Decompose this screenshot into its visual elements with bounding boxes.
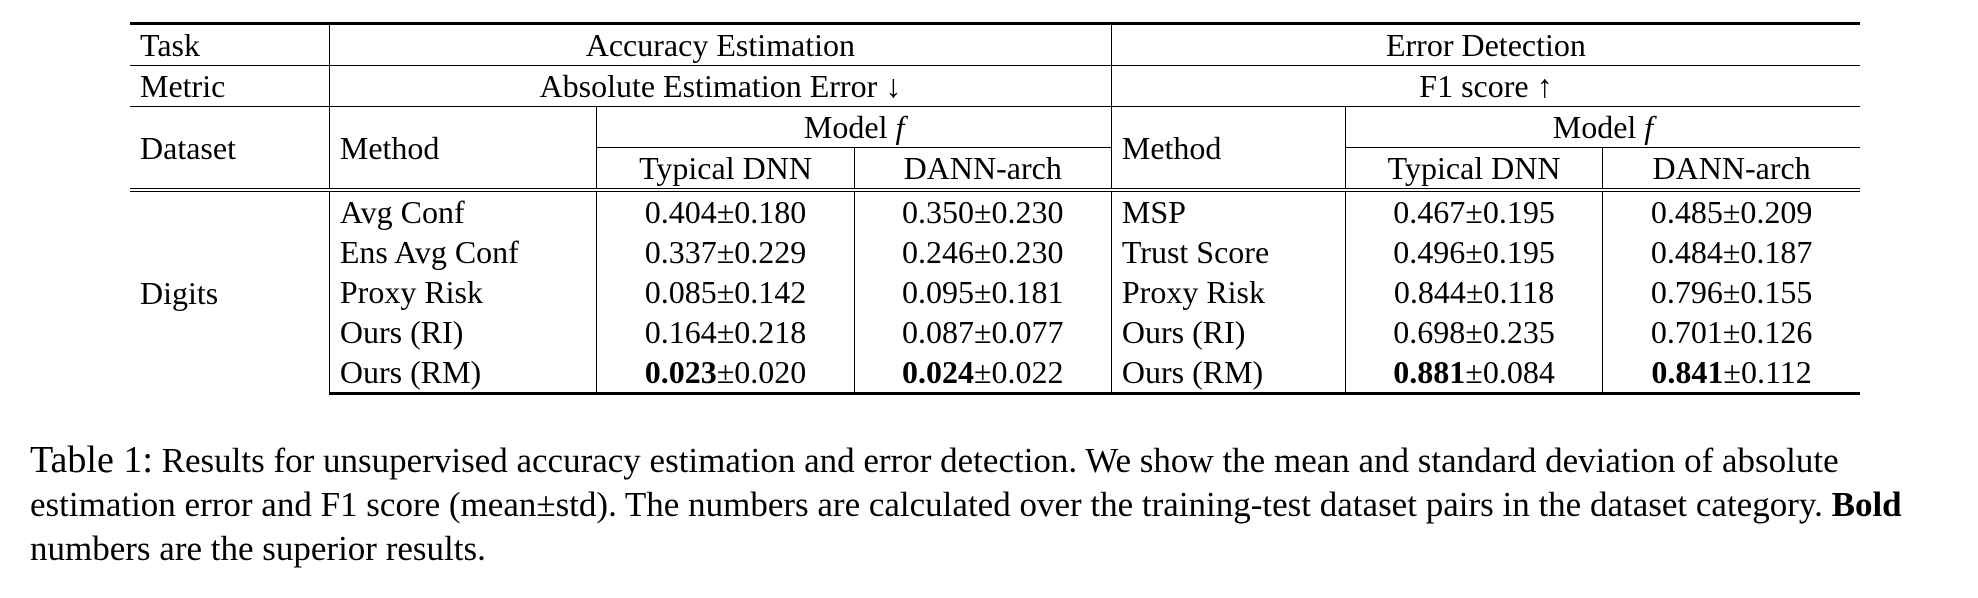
value-cell: 0.881±0.084 <box>1345 352 1604 395</box>
method-cell: Ours (RM) <box>329 352 598 395</box>
value-bold: 0.024 <box>901 354 974 390</box>
value-rest: ±0.022 <box>973 354 1064 390</box>
value-rest: 0.485±0.209 <box>1650 194 1813 230</box>
value-cell: 0.337±0.229 <box>596 232 855 272</box>
method-cell: Trust Score <box>1111 232 1346 272</box>
metric-error-header: F1 score ↑ <box>1111 65 1860 107</box>
caption-label: Table 1: <box>30 439 153 481</box>
value-rest: 0.844±0.118 <box>1393 274 1555 310</box>
model-header-accuracy: Model f <box>596 106 1112 148</box>
task-accuracy-header: Accuracy Estimation <box>329 22 1112 66</box>
value-rest: ±0.084 <box>1465 354 1555 390</box>
method-cell: Ours (RM) <box>1111 352 1346 395</box>
col-header-typical: Typical DNN <box>596 147 855 190</box>
value-cell: 0.404±0.180 <box>596 188 855 232</box>
value-rest: 0.337±0.229 <box>644 234 807 270</box>
task-label: Task <box>130 22 330 66</box>
value-rest: 0.164±0.218 <box>644 314 807 350</box>
method-label-error: Method <box>1111 106 1346 190</box>
model-header-error: Model f <box>1345 106 1860 148</box>
value-cell: 0.085±0.142 <box>596 272 855 312</box>
value-bold: 0.023 <box>644 354 717 390</box>
value-cell: 0.484±0.187 <box>1603 232 1860 272</box>
value-rest: 0.085±0.142 <box>644 274 807 310</box>
col-header-dann: DANN-arch <box>854 147 1112 190</box>
value-rest: 0.246±0.230 <box>901 234 1064 270</box>
model-row: Dataset Method Model f Method Model f <box>130 106 1860 190</box>
method-cell: Ens Avg Conf <box>329 232 598 272</box>
value-rest: 0.796±0.155 <box>1650 274 1813 310</box>
caption-text: Results for unsupervised accuracy estima… <box>30 441 1839 524</box>
method-cell: Proxy Risk <box>1111 272 1346 312</box>
value-rest: 0.350±0.230 <box>901 194 1064 230</box>
method-cell: MSP <box>1111 188 1346 232</box>
col-header-dann: DANN-arch <box>1602 147 1860 190</box>
model-label: Model <box>803 109 888 145</box>
value-rest: 0.095±0.181 <box>901 274 1064 310</box>
table-row: Proxy Risk 0.085±0.142 0.095±0.181 Proxy… <box>130 272 1860 312</box>
metric-accuracy-header: Absolute Estimation Error ↓ <box>329 65 1112 107</box>
dataset-label: Dataset <box>130 106 330 190</box>
method-cell: Proxy Risk <box>329 272 598 312</box>
value-cell: 0.496±0.195 <box>1345 232 1604 272</box>
value-rest: 0.467±0.195 <box>1393 194 1555 230</box>
model-symbol: f <box>1644 109 1654 145</box>
value-cell: 0.485±0.209 <box>1602 188 1860 232</box>
value-cell: 0.023±0.020 <box>596 352 855 395</box>
value-rest: 0.701±0.126 <box>1650 314 1813 350</box>
value-cell: 0.087±0.077 <box>854 312 1112 352</box>
value-cell: 0.024±0.022 <box>854 352 1112 395</box>
metric-label: Metric <box>130 65 330 107</box>
value-rest: 0.404±0.180 <box>644 194 807 230</box>
value-rest: ±0.020 <box>716 354 807 390</box>
value-cell: 0.350±0.230 <box>854 188 1112 232</box>
value-rest: ±0.112 <box>1723 354 1812 390</box>
value-rest: 0.496±0.195 <box>1393 234 1555 270</box>
method-label-accuracy: Method <box>329 106 598 190</box>
method-cell: Ours (RI) <box>1111 312 1346 352</box>
table-row: Ens Avg Conf 0.337±0.229 0.246±0.230 Tru… <box>130 232 1860 272</box>
value-cell: 0.164±0.218 <box>596 312 855 352</box>
col-header-typical: Typical DNN <box>1345 147 1604 190</box>
value-bold: 0.881 <box>1393 354 1466 390</box>
value-cell: 0.467±0.195 <box>1345 188 1604 232</box>
table-row: Ours (RM) 0.023±0.020 0.024±0.022 Ours (… <box>130 352 1860 395</box>
value-cell: 0.841±0.112 <box>1602 352 1860 395</box>
table-row: Digits Avg Conf 0.404±0.180 0.350±0.230 … <box>130 188 1860 394</box>
value-cell: 0.701±0.126 <box>1603 312 1860 352</box>
table-caption: Table 1: Results for unsupervised accura… <box>30 438 1952 571</box>
value-rest: 0.698±0.235 <box>1393 314 1555 350</box>
value-rest: 0.087±0.077 <box>901 314 1064 350</box>
value-cell: 0.246±0.230 <box>854 232 1112 272</box>
value-cell: 0.844±0.118 <box>1345 272 1604 312</box>
method-cell: Ours (RI) <box>329 312 598 352</box>
value-bold: 0.841 <box>1651 354 1724 390</box>
dataset-cell: Digits <box>130 188 330 394</box>
model-symbol: f <box>895 109 905 145</box>
results-table: Task Accuracy Estimation Error Detection… <box>130 22 1860 395</box>
metric-row: Metric Absolute Estimation Error ↓ F1 sc… <box>130 65 1860 107</box>
value-cell: 0.796±0.155 <box>1603 272 1860 312</box>
caption-text-end: numbers are the superior results. <box>30 529 486 568</box>
column-header-row: Typical DNN DANN-arch Typical DNN DANN-a… <box>130 147 1860 190</box>
caption-bold-word: Bold <box>1831 485 1902 524</box>
method-cell: Avg Conf <box>329 188 598 232</box>
task-error-header: Error Detection <box>1111 22 1860 66</box>
table-row: Ours (RI) 0.164±0.218 0.087±0.077 Ours (… <box>130 312 1860 352</box>
value-rest: 0.484±0.187 <box>1650 234 1813 270</box>
task-row: Task Accuracy Estimation Error Detection <box>130 22 1860 66</box>
value-cell: 0.095±0.181 <box>854 272 1112 312</box>
value-cell: 0.698±0.235 <box>1345 312 1604 352</box>
model-label: Model <box>1552 109 1637 145</box>
